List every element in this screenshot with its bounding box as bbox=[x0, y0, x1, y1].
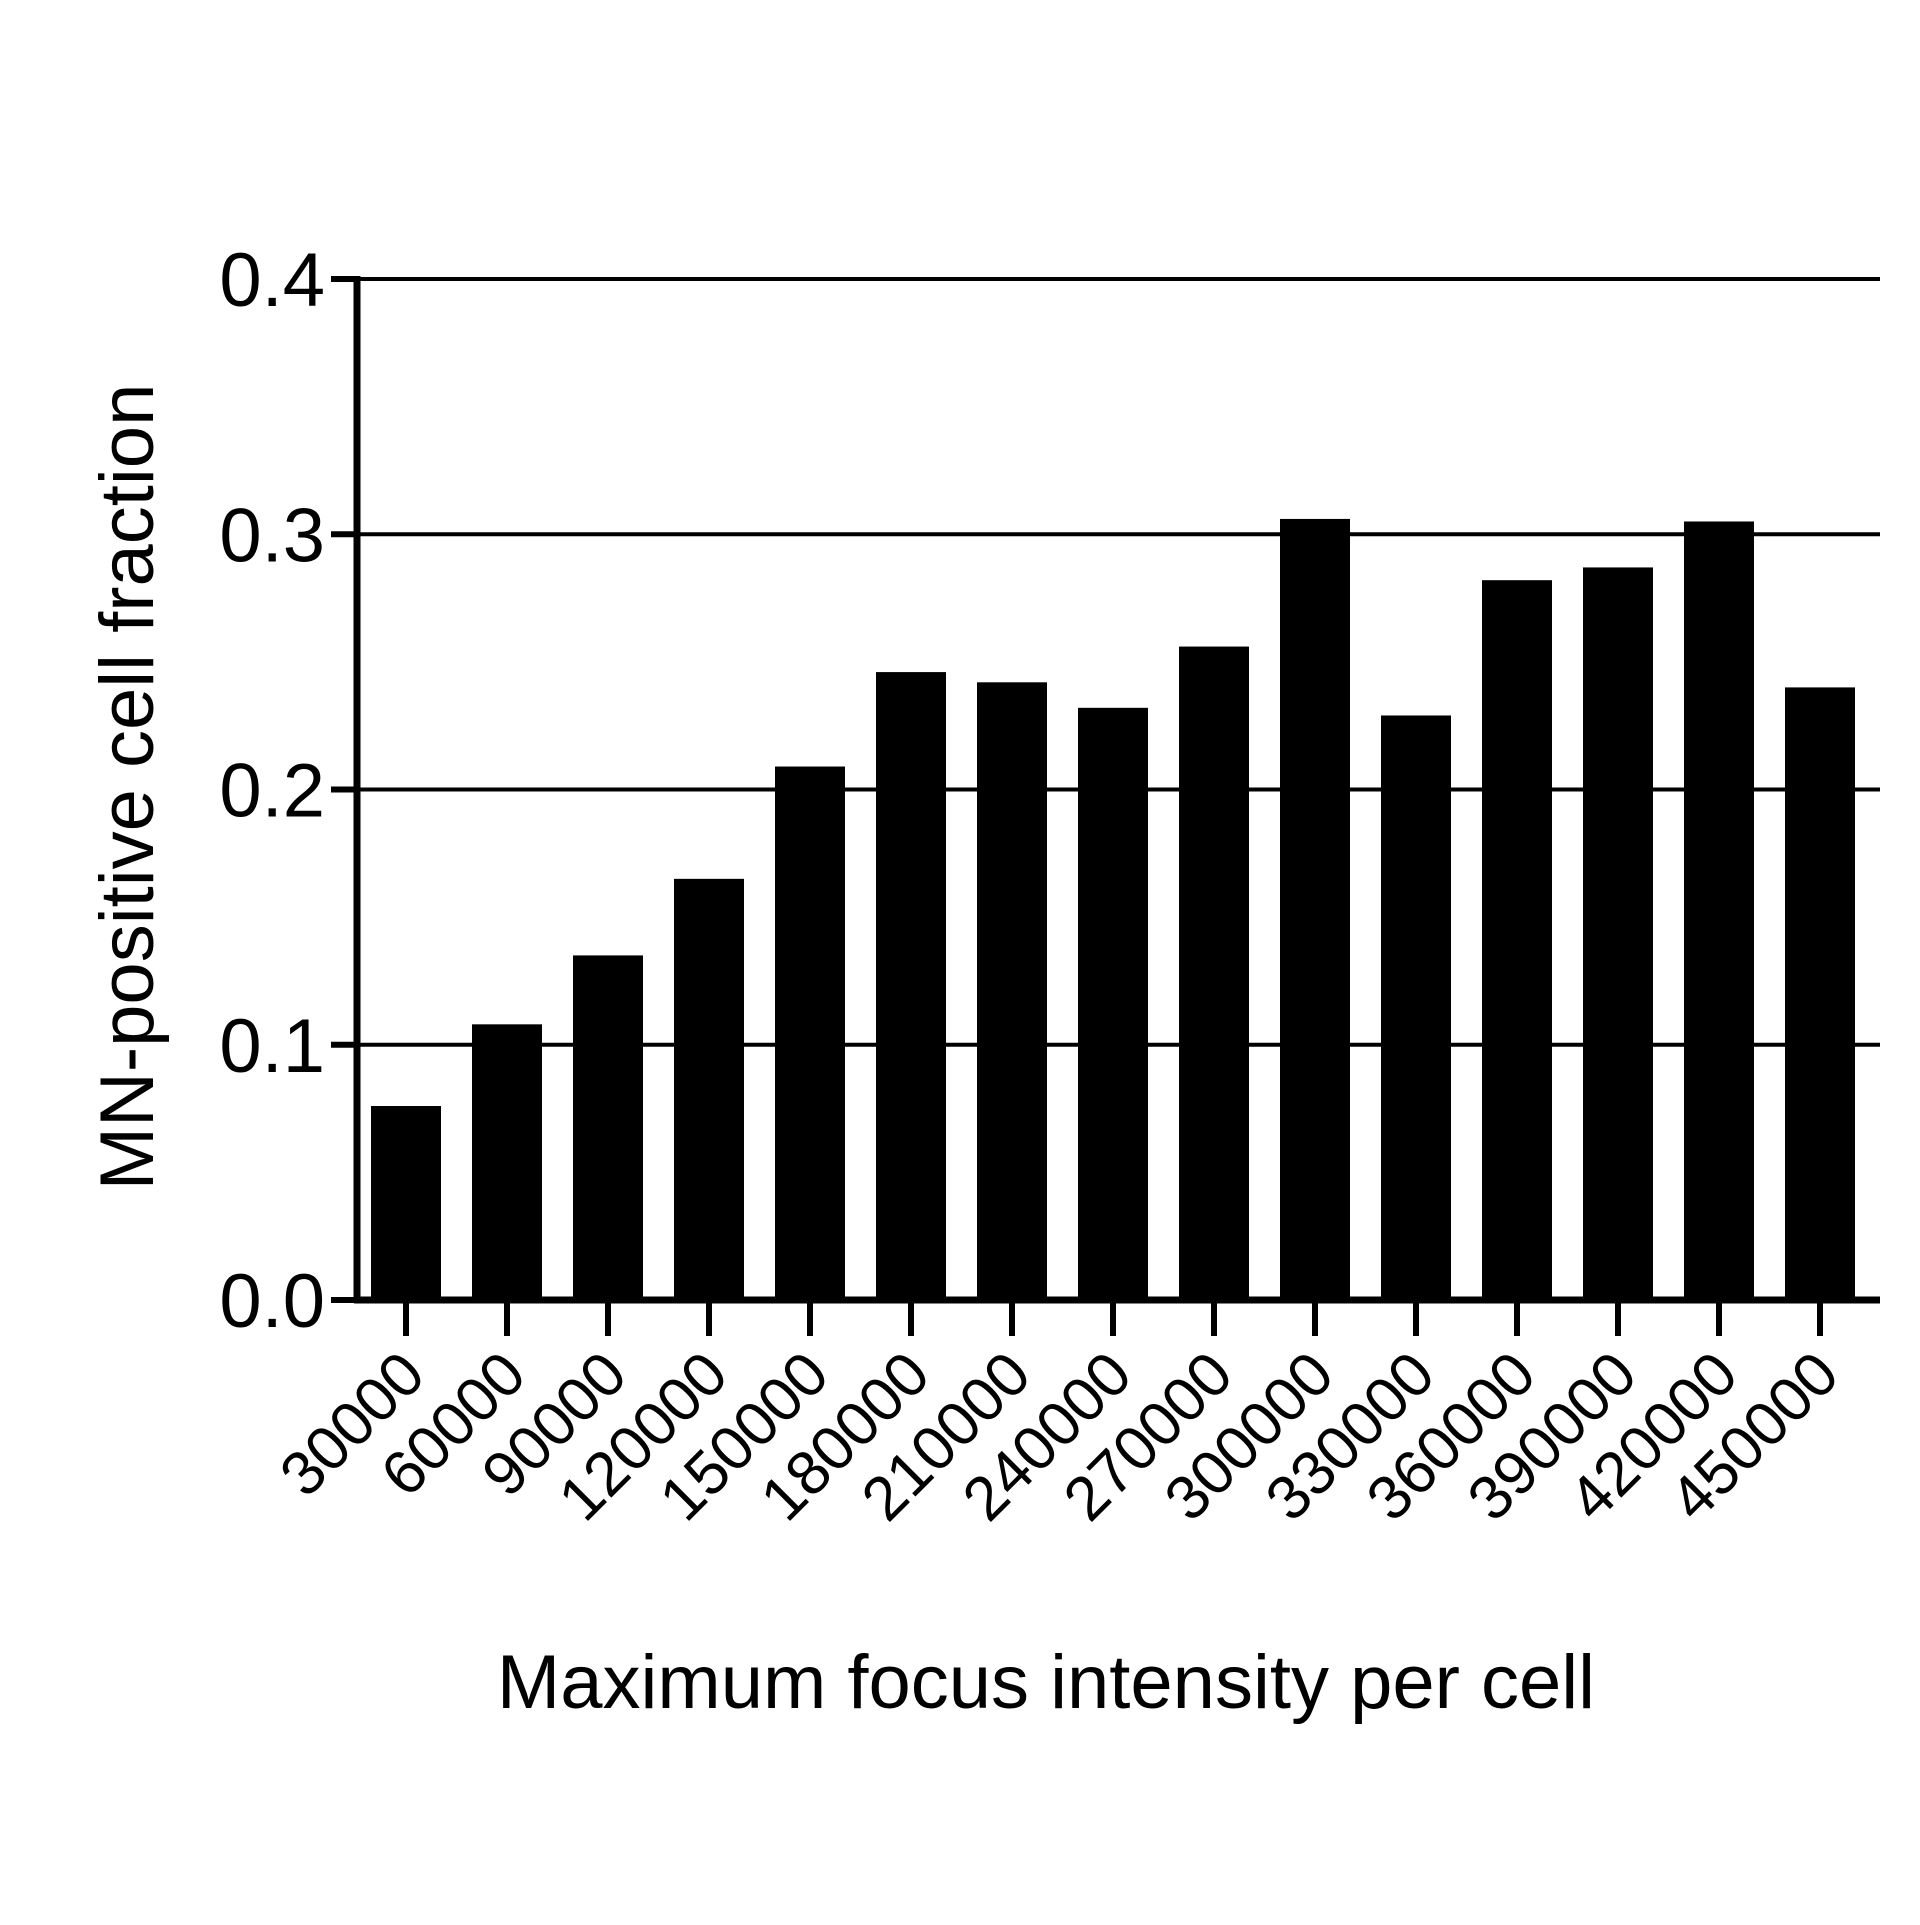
bar-390000 bbox=[1583, 567, 1653, 1300]
y-tick-labels: 0.0 0.1 0.2 0.3 0.4 bbox=[219, 238, 325, 1344]
bar-360000 bbox=[1482, 580, 1552, 1300]
bar-300000 bbox=[1280, 518, 1350, 1300]
axes bbox=[331, 276, 1880, 1336]
x-tick-labels: 3000060000900001200001500001800002100002… bbox=[267, 1339, 1852, 1534]
bar-330000 bbox=[1381, 715, 1451, 1300]
bar-270000 bbox=[1179, 646, 1249, 1300]
bar-450000 bbox=[1785, 687, 1855, 1300]
y-tick-label: 0.2 bbox=[219, 749, 325, 834]
y-tick-label: 0.3 bbox=[219, 493, 325, 578]
y-tick-label: 0.4 bbox=[219, 238, 325, 323]
bars bbox=[371, 518, 1855, 1300]
x-axis-title: Maximum focus intensity per cell bbox=[497, 1640, 1595, 1725]
y-axis-title: MN-positive cell fraction bbox=[85, 384, 170, 1191]
bar-30000 bbox=[371, 1106, 441, 1300]
bar-60000 bbox=[472, 1024, 542, 1300]
bar-420000 bbox=[1684, 521, 1754, 1300]
bar-120000 bbox=[674, 878, 744, 1300]
bar-180000 bbox=[876, 672, 946, 1300]
y-tick-label: 0.1 bbox=[219, 1004, 325, 1089]
bar-150000 bbox=[775, 766, 845, 1300]
bar-210000 bbox=[977, 682, 1047, 1300]
bar-90000 bbox=[573, 955, 643, 1300]
bar-240000 bbox=[1078, 707, 1148, 1300]
y-tick-label: 0.0 bbox=[219, 1259, 325, 1344]
